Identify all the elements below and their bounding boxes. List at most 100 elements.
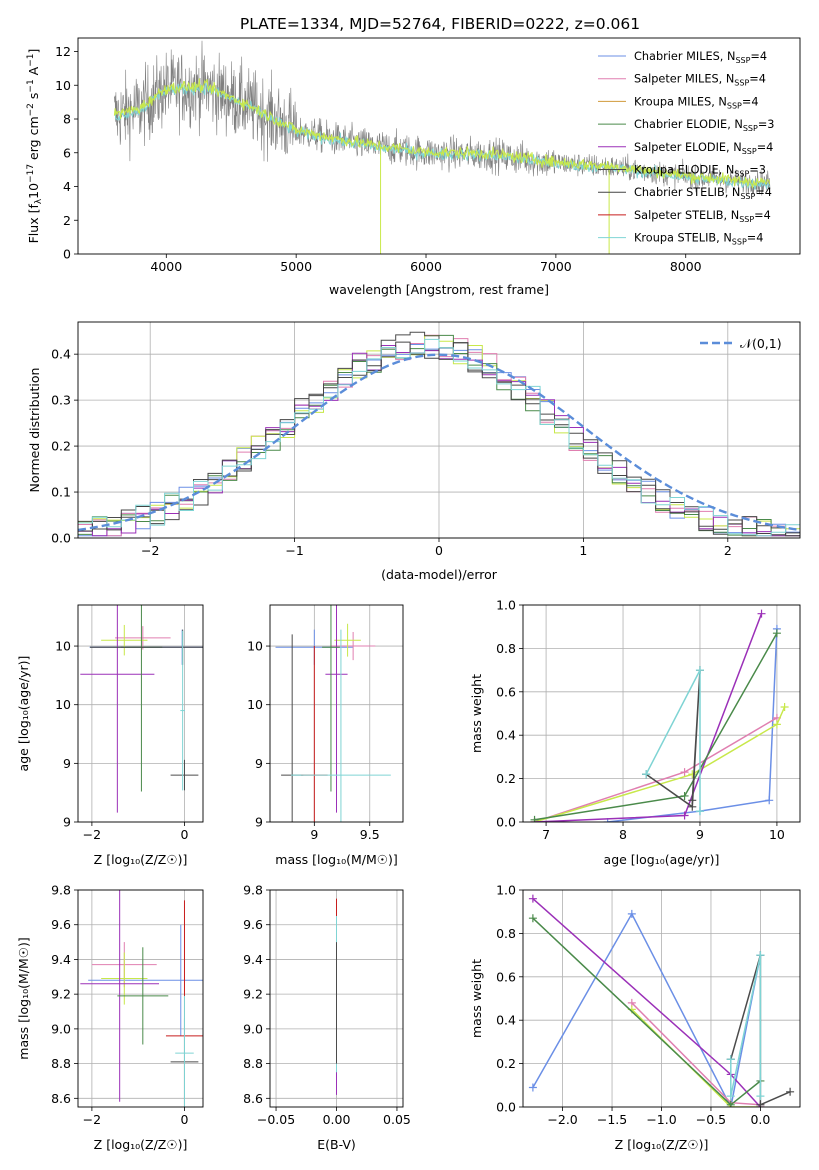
x-tick-label: 7000 (540, 259, 572, 274)
spectrum-y-label: Flux [fλ10−17 erg cm−2 s−1 A−1] (26, 49, 44, 244)
y-tick-label: 10 (247, 697, 263, 712)
weight-line (730, 954, 762, 1097)
weight-line (532, 912, 762, 1107)
legend-label: Chabrier MILES, NSSP=4 (634, 50, 767, 65)
x-tick-label: 10 (769, 827, 785, 842)
y-tick-label: 0.8 (496, 641, 516, 656)
normal-curve (78, 353, 800, 532)
histogram-x-label: (data-model)/error (381, 567, 498, 582)
y-tick-label: 9.4 (51, 952, 71, 967)
model-spectrum-line (113, 78, 771, 189)
y-tick-label: 6 (63, 145, 71, 160)
x-tick-label: 1 (579, 543, 587, 558)
mass-weight-vs-Z-y-label: mass weight (469, 959, 484, 1038)
weight-marker (780, 702, 789, 711)
y-tick-label: 0.4 (496, 728, 516, 743)
legend-sub: SSP (734, 79, 749, 88)
age-vs-mass-frame (269, 604, 404, 823)
legend-label: Kroupa STELIB, NSSP=4 (634, 232, 763, 247)
y-tick-label: 1.0 (496, 883, 516, 898)
y-tick-label: 8.8 (243, 1056, 263, 1071)
weight-marker (642, 770, 651, 779)
x-tick-label: 8 (619, 827, 627, 842)
errorbar-point (80, 890, 160, 1102)
label-part: ] (26, 49, 41, 54)
legend-post: =4 (754, 209, 771, 222)
legend-sub: SSP (735, 56, 750, 65)
errorbar-point (291, 629, 391, 822)
x-tick-label: 0 (181, 1112, 189, 1127)
x-tick-label: 4000 (150, 259, 182, 274)
histogram-y-label: Normed distribution (27, 368, 42, 493)
x-tick-label: 9 (696, 827, 704, 842)
x-tick-label: −0.05 (257, 1112, 295, 1127)
age-vs-Z-y-label: age [log₁₀(age/yr)] (16, 656, 31, 772)
x-tick-label: 0.0 (750, 1112, 770, 1127)
label-part: A (26, 66, 41, 79)
mass-weight-vs-age-series (530, 609, 789, 822)
y-tick-label: 9 (63, 756, 71, 771)
x-tick-label: −1.5 (597, 1112, 627, 1127)
plot-layer: 4000 5000 6000 7000 8000024681012wavelength … (16, 37, 801, 1152)
errorbar-point (334, 623, 361, 657)
legend-post: =4 (742, 95, 759, 108)
y-tick-label: 9.6 (51, 917, 71, 932)
weight-marker (772, 629, 781, 638)
legend-text: Salpeter MILES, N (634, 73, 734, 86)
weight-marker (726, 1100, 735, 1107)
legend-sub: SSP (727, 101, 742, 110)
x-tick-label: −1.0 (646, 1112, 676, 1127)
legend-label: Chabrier STELIB, NSSP=4 (634, 186, 772, 201)
mass-weight-vs-Z-series (528, 894, 795, 1107)
age-vs-Z-points (80, 605, 203, 813)
y-tick-label: 9.8 (243, 883, 263, 898)
histogram-step-line (78, 338, 800, 537)
legend-text: Salpeter STELIB, N (634, 209, 739, 222)
residual-histogram-frame (77, 321, 801, 539)
mass-vs-EBV-x-label: E(B-V) (317, 1137, 356, 1152)
weight-line (534, 706, 786, 822)
legend-text: Chabrier MILES, N (634, 50, 735, 63)
errorbar-point (180, 630, 185, 791)
legend-post: =4 (755, 186, 772, 199)
errorbar-point (117, 947, 169, 1045)
label-part: −1 (26, 54, 36, 67)
x-tick-label: 2 (724, 543, 732, 558)
figure-title: PLATE=1334, MJD=52764, FIBERID=0222, z=0… (240, 15, 640, 33)
y-tick-label: 0.2 (51, 439, 71, 454)
mass-weight-vs-age-y-label: mass weight (469, 674, 484, 753)
weight-marker (528, 894, 537, 903)
x-tick-label: −2 (83, 827, 101, 842)
age-vs-mass-points (275, 605, 391, 822)
x-tick-label: −0.5 (696, 1112, 726, 1127)
spectrum-lines (113, 40, 771, 254)
label-part: Flux [f (26, 204, 41, 244)
y-tick-label: 8 (63, 112, 71, 127)
x-tick-label: 0 (181, 827, 189, 842)
y-tick-label: 9.0 (243, 1021, 263, 1036)
x-tick-label: 9.5 (360, 827, 380, 842)
x-tick-label: −2.0 (547, 1112, 577, 1127)
age-vs-Z-x-label: Z [log₁₀(Z/Z☉)] (94, 852, 188, 867)
y-tick-label: 1.0 (496, 598, 516, 613)
legend-text: Chabrier STELIB, N (634, 186, 740, 199)
y-tick-label: 9.2 (51, 987, 71, 1002)
legend-post: =4 (757, 141, 774, 154)
legend-post: =3 (749, 164, 766, 177)
spectrum-frame (77, 37, 801, 255)
histogram-step-line (78, 341, 800, 536)
y-tick-label: 0.6 (496, 969, 516, 984)
weight-marker (680, 811, 689, 820)
y-tick-label: 9.2 (243, 987, 263, 1002)
y-tick-label: 2 (63, 213, 71, 228)
weight-marker (756, 1092, 765, 1101)
legend-label: Kroupa MILES, NSSP=4 (634, 95, 759, 110)
x-tick-label: 0.05 (383, 1112, 411, 1127)
legend-label: Kroupa ELODIE, NSSP=3 (634, 164, 766, 179)
x-tick-label: −2 (83, 1112, 101, 1127)
legend-sub: SSP (739, 215, 754, 224)
legend-sub: SSP (732, 238, 747, 247)
mass-vs-EBV-frame (269, 889, 404, 1108)
